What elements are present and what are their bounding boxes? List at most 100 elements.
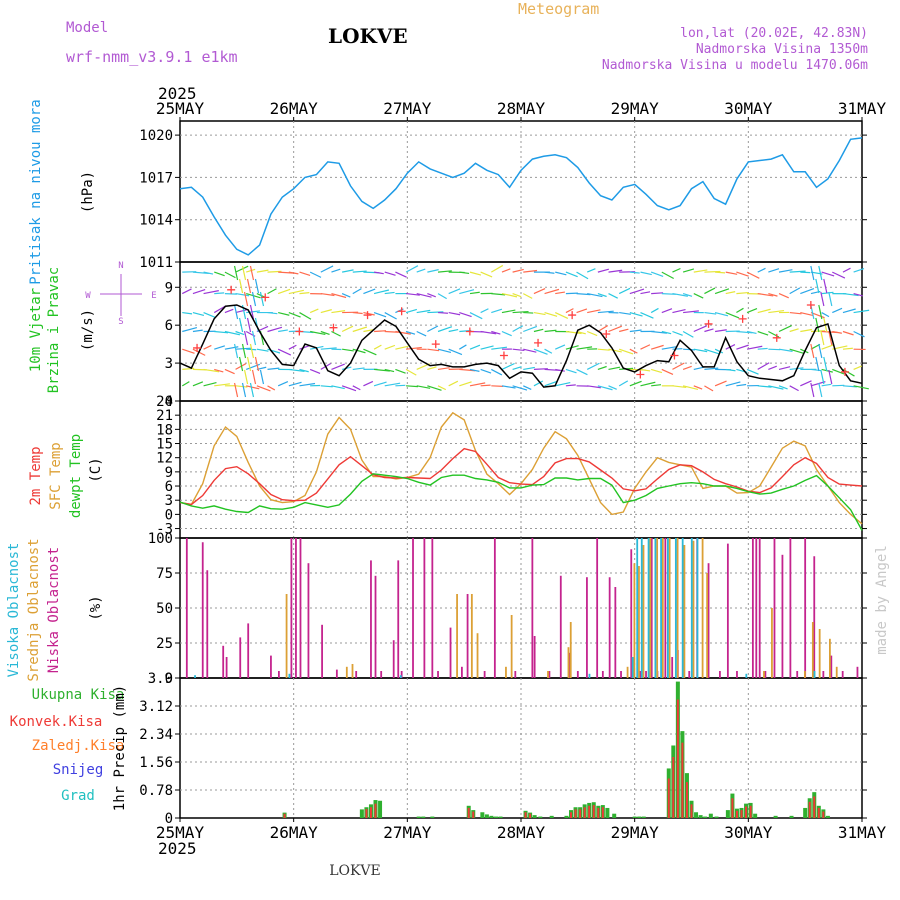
wind-arrow (725, 311, 740, 319)
wind-arrow (810, 368, 821, 372)
temperature-ytick-label: 24 (156, 394, 173, 410)
wind-arrow (533, 287, 546, 295)
wind-arrow (608, 269, 623, 273)
wind-arrow (480, 308, 489, 314)
wind-gust-marker (568, 311, 577, 320)
wind-arrow (800, 380, 812, 387)
wind-arrow (192, 329, 203, 333)
wind-arrow (565, 308, 574, 314)
wind-speed-line (179, 304, 863, 388)
wind-arrow (182, 367, 195, 371)
wind-arrow (416, 293, 432, 298)
wind-arrow (427, 269, 439, 273)
wind-arrow-vertical (243, 369, 249, 385)
wind-arrow (437, 326, 453, 333)
wind-arrow-vertical (243, 291, 249, 307)
wind-arrow (555, 368, 565, 372)
total-precip-bar (378, 800, 383, 818)
wind-arrow (746, 368, 759, 375)
conv-precip-bar (813, 796, 816, 818)
wind-arrow (405, 308, 418, 314)
wind-arrow (203, 381, 217, 387)
wind-ytick-label: 6 (165, 318, 173, 334)
xtick-label-top: 30MAY (724, 99, 773, 118)
wind-arrow (672, 348, 683, 350)
lonlat-info: lon,lat (20.02E, 42.83N) (680, 26, 868, 41)
wind-arrow (491, 330, 501, 335)
total-precip-bar (498, 816, 503, 818)
wind-arrow (373, 381, 387, 387)
wind-arrow (554, 312, 569, 319)
wind-arrow (576, 271, 589, 280)
wind-arrow (288, 311, 301, 318)
conv-precip-bar (583, 807, 586, 818)
precip-ylabel: 1hr Precip (mm) (112, 685, 128, 811)
wind-arrow (331, 268, 341, 273)
total-precip-bar (480, 812, 485, 818)
wind-arrow (800, 271, 811, 274)
wind-arrow (544, 380, 557, 387)
wind-arrow (469, 291, 480, 295)
temperature-ytick-label: 18 (156, 422, 173, 438)
wind-arrow (651, 292, 664, 295)
conv-precip-bar (579, 809, 582, 818)
wind-arrow (565, 292, 578, 295)
wind-arrow (640, 291, 651, 295)
wind-arrow (277, 288, 291, 295)
wind-arrow (533, 368, 548, 371)
wind-arrow (544, 311, 558, 317)
dewpoint-line (179, 473, 863, 531)
conv-precip-bar (588, 805, 591, 818)
meteogram-title: Meteogram (518, 0, 600, 18)
wind-arrow-vertical (820, 369, 825, 385)
total-precip-bar (484, 814, 489, 818)
wind-arrow (523, 325, 538, 333)
wind-arrow (427, 348, 440, 352)
wind-arrow (714, 288, 730, 295)
xtick-label-bottom: 27MAY (383, 823, 432, 842)
wind-unit-label: (m/s) (80, 309, 96, 351)
wind-arrow (437, 348, 452, 354)
wind-arrow (523, 348, 537, 353)
wind-arrow (267, 311, 278, 315)
total-precip-bar (612, 813, 617, 818)
wind-arrow (192, 311, 205, 317)
compass-east-label: E (151, 291, 156, 301)
wind-arrow (512, 310, 529, 314)
wind-arrow (182, 327, 198, 333)
wind-arrow (597, 293, 607, 298)
wind-arrow (661, 271, 674, 280)
wind-arrow (800, 328, 812, 333)
xtick-label-bottom: 29MAY (611, 823, 660, 842)
wind-arrow (853, 385, 869, 390)
wind-arrow (501, 309, 516, 314)
wind-arrow-vertical (820, 330, 825, 346)
xtick-label-top: 28MAY (497, 99, 546, 118)
wind-arrow (714, 380, 727, 387)
wind-arrow (267, 326, 283, 333)
wind-arrow (672, 308, 686, 314)
wind-arrow (704, 385, 714, 392)
wind-arrow (842, 347, 853, 350)
wind-arrow (704, 367, 719, 371)
conv-precip-bar (467, 807, 470, 818)
wind-arrow (597, 385, 613, 391)
wind-arrow (277, 348, 292, 356)
wind-arrow (256, 348, 269, 352)
total-precip-bar (637, 816, 642, 818)
wind-arrow (832, 384, 845, 387)
wind-arrow (650, 307, 659, 314)
wind-arrow (555, 291, 565, 295)
wind-arrow (374, 368, 390, 372)
wind-arrow (278, 311, 290, 316)
wind-arrow (853, 293, 863, 297)
wind-gust-marker (329, 323, 338, 332)
total-precip-bar (773, 815, 778, 818)
wind-arrow (395, 330, 411, 335)
compass-north-label: N (118, 261, 123, 271)
wind-arrow (224, 368, 235, 375)
total-precip-bar (549, 815, 554, 818)
wind-gust-marker (704, 319, 713, 328)
cloud-ytick-label: 0 (165, 671, 173, 687)
cloud-ytick-label: 75 (156, 566, 173, 582)
